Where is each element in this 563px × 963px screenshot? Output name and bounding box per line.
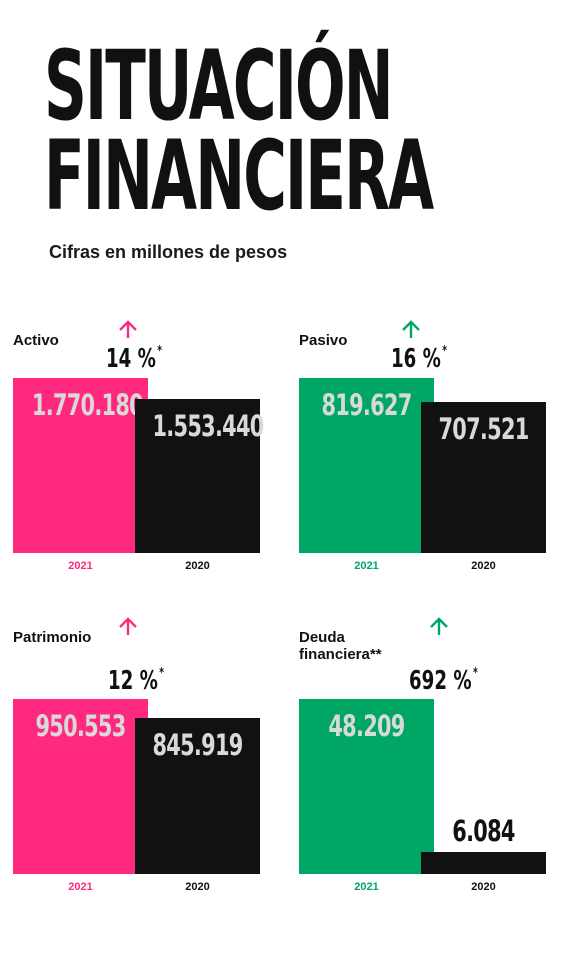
chart-activo: Activo 14 %* 1.770.180 1.553.440 2021 20… xyxy=(13,320,265,583)
bar-2020: 707.521 xyxy=(421,402,546,553)
bar-2021: 950.553 xyxy=(13,699,148,874)
chart-title: Activo xyxy=(13,332,59,349)
change-footnote-mark: * xyxy=(472,666,478,681)
year-label-2020: 2020 xyxy=(471,881,496,893)
year-label-2021: 2021 xyxy=(354,560,379,572)
page-title-line-1: SITUACIÓN xyxy=(44,30,394,142)
year-label-2020: 2020 xyxy=(185,881,210,893)
bar-value-2021: 48.209 xyxy=(328,709,405,743)
bar-2021: 48.209 xyxy=(299,699,434,874)
bar-2021: 819.627 xyxy=(299,378,434,553)
chart-title: Patrimonio xyxy=(13,629,92,646)
change-percent: 12 %* xyxy=(108,666,164,696)
page-subtitle: Cifras en millones de pesos xyxy=(49,242,288,262)
year-label-2021: 2021 xyxy=(68,560,93,572)
arrow-up-icon xyxy=(430,617,448,635)
bar-2020: 845.919 xyxy=(135,718,260,874)
arrow-up-icon xyxy=(119,320,137,338)
bar-2021: 1.770.180 xyxy=(13,378,148,553)
change-value: 692 % xyxy=(409,666,472,696)
change-percent: 16 %* xyxy=(391,344,447,374)
arrow-up-icon xyxy=(119,617,137,635)
bar-value-2021: 1.770.180 xyxy=(31,388,144,422)
year-label-2020: 2020 xyxy=(471,560,496,572)
change-value: 12 % xyxy=(108,666,158,696)
bar-2020: 6.084 xyxy=(421,814,546,874)
change-footnote-mark: * xyxy=(442,344,448,359)
bar-value-2020: 707.521 xyxy=(438,412,530,446)
change-footnote-mark: * xyxy=(159,666,165,681)
bar-value-2021: 950.553 xyxy=(35,709,126,743)
year-label-2021: 2021 xyxy=(68,881,93,893)
chart-title: Deuda financiera** xyxy=(299,629,382,664)
bar-value-2020: 1.553.440 xyxy=(152,409,265,443)
bar-value-2020: 6.084 xyxy=(452,814,515,848)
change-percent: 692 %* xyxy=(409,666,478,696)
chart-patrimonio: Patrimonio 12 %* 950.553 845.919 2021 20… xyxy=(13,617,263,904)
change-footnote-mark: * xyxy=(157,344,163,359)
page-title-line-2: FINANCIERA xyxy=(44,120,434,232)
change-value: 14 % xyxy=(106,344,156,374)
bar-value-2020: 845.919 xyxy=(152,728,244,762)
chart-pasivo: Pasivo 16 %* 819.627 707.521 2021 2020 xyxy=(299,320,549,583)
change-percent: 14 %* xyxy=(106,344,162,374)
change-value: 16 % xyxy=(391,344,441,374)
year-label-2021: 2021 xyxy=(354,881,379,893)
bar-value-2021: 819.627 xyxy=(321,388,412,422)
arrow-up-icon xyxy=(402,320,420,338)
bar-2020: 1.553.440 xyxy=(135,399,265,553)
year-label-2020: 2020 xyxy=(185,560,210,572)
chart-deuda-financiera: Deuda financiera** 692 %* 48.209 6.084 2… xyxy=(299,617,549,904)
chart-title: Pasivo xyxy=(299,332,348,349)
